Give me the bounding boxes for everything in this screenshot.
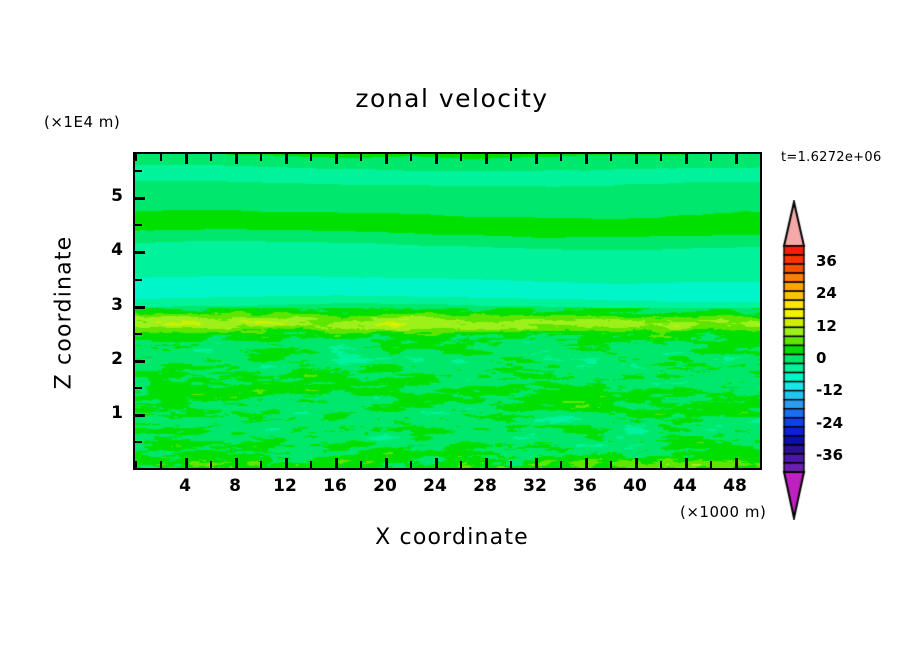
x-tick: [310, 154, 312, 161]
x-tick: [160, 461, 162, 468]
x-tick: [310, 461, 312, 468]
y-tick-label: 4: [111, 240, 123, 261]
y-tick: [135, 224, 142, 226]
x-tick: [185, 154, 188, 164]
x-tick: [535, 154, 538, 164]
y-tick: [135, 279, 142, 281]
x-tick: [560, 154, 562, 161]
x-tick-label: 40: [623, 476, 647, 496]
x-tick: [260, 461, 262, 468]
x-tick: [360, 461, 362, 468]
y-axis-title: Z coordinate: [51, 235, 77, 390]
x-axis-title: X coordinate: [375, 525, 529, 550]
x-tick: [485, 458, 488, 468]
x-tick: [610, 461, 612, 468]
colorbar-tick-label: -36: [816, 445, 844, 464]
colorbar-tick-label: 24: [816, 284, 837, 303]
x-tick: [485, 154, 488, 164]
colorbar-tick-label: -12: [816, 381, 844, 400]
y-tick: [135, 197, 145, 200]
y-tick: [135, 414, 145, 417]
x-tick: [410, 154, 412, 161]
y-tick-label: 5: [111, 186, 123, 207]
x-tick: [460, 461, 462, 468]
y-tick: [135, 468, 142, 470]
x-tick-label: 24: [423, 476, 447, 496]
x-tick-label: 4: [179, 476, 191, 496]
x-tick: [685, 154, 688, 164]
x-axis-units-label: (×1000 m): [680, 503, 767, 521]
x-tick: [510, 154, 512, 161]
y-tick-label: 2: [111, 348, 123, 369]
x-tick-label: 48: [723, 476, 747, 496]
x-tick: [385, 154, 388, 164]
x-tick: [335, 458, 338, 468]
colorbar-tick-label: 36: [816, 252, 837, 271]
plot-area: [133, 152, 762, 470]
x-tick: [510, 461, 512, 468]
x-tick: [435, 458, 438, 468]
x-tick-label: 8: [229, 476, 241, 496]
x-tick: [260, 154, 262, 161]
x-tick: [285, 458, 288, 468]
colorbar-tick-label: 12: [816, 316, 837, 335]
x-tick: [710, 154, 712, 161]
y-tick: [135, 333, 142, 335]
x-tick-label: 32: [523, 476, 547, 496]
x-tick-label: 28: [473, 476, 497, 496]
chart-title: zonal velocity: [355, 84, 549, 113]
y-tick: [135, 441, 142, 443]
x-tick: [410, 461, 412, 468]
x-tick-label: 16: [323, 476, 347, 496]
x-tick: [235, 154, 238, 164]
x-tick: [660, 154, 662, 161]
y-tick-label: 3: [111, 294, 123, 315]
x-tick: [735, 458, 738, 468]
x-tick: [585, 154, 588, 164]
x-tick: [735, 154, 738, 164]
x-tick: [135, 154, 137, 161]
x-tick-label: 44: [673, 476, 697, 496]
x-tick: [710, 461, 712, 468]
y-tick-label: 1: [111, 402, 123, 423]
timestamp-label: t=1.6272e+06: [781, 150, 882, 165]
y-tick: [135, 360, 145, 363]
x-tick: [535, 458, 538, 468]
x-tick: [185, 458, 188, 468]
x-tick: [235, 458, 238, 468]
colorbar-tick-label: -24: [816, 413, 844, 432]
x-tick: [660, 461, 662, 468]
x-tick: [160, 154, 162, 161]
x-tick: [685, 458, 688, 468]
x-tick: [360, 154, 362, 161]
x-tick: [760, 461, 762, 468]
colorbar: [781, 200, 807, 520]
x-tick: [435, 154, 438, 164]
x-tick: [460, 154, 462, 161]
y-tick: [135, 251, 145, 254]
x-tick: [335, 154, 338, 164]
x-tick: [210, 154, 212, 161]
x-tick: [135, 461, 137, 468]
x-tick: [560, 461, 562, 468]
x-tick: [760, 154, 762, 161]
x-tick: [285, 154, 288, 164]
x-tick: [635, 154, 638, 164]
y-tick: [135, 306, 145, 309]
x-tick: [585, 458, 588, 468]
x-tick: [385, 458, 388, 468]
x-tick: [635, 458, 638, 468]
x-tick: [610, 154, 612, 161]
y-axis-units-label: (×1E4 m): [44, 113, 121, 131]
colorbar-tick-label: 0: [816, 349, 827, 367]
y-tick: [135, 387, 142, 389]
x-tick-label: 20: [373, 476, 397, 496]
contour-field: [135, 154, 760, 468]
x-tick-label: 36: [573, 476, 597, 496]
x-tick-label: 12: [273, 476, 297, 496]
x-tick: [210, 461, 212, 468]
y-tick: [135, 170, 142, 172]
